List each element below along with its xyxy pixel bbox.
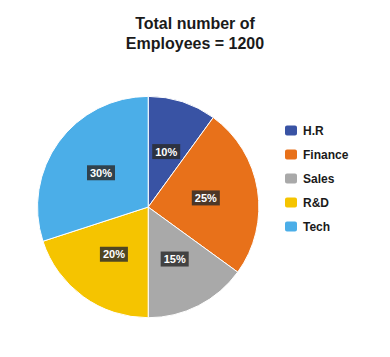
svg-text:R&D: R&D xyxy=(303,196,329,210)
svg-text:Sales: Sales xyxy=(303,172,335,186)
svg-text:Tech: Tech xyxy=(303,220,330,234)
svg-text:25%: 25% xyxy=(195,192,217,204)
svg-text:20%: 20% xyxy=(103,248,125,260)
svg-text:10%: 10% xyxy=(155,146,177,158)
svg-text:H.R: H.R xyxy=(303,124,324,138)
svg-text:15%: 15% xyxy=(164,253,186,265)
svg-text:Finance: Finance xyxy=(303,148,349,162)
svg-text:Total number of: Total number of xyxy=(135,15,255,32)
svg-text:Employees = 1200: Employees = 1200 xyxy=(126,35,264,52)
svg-text:30%: 30% xyxy=(90,167,112,179)
